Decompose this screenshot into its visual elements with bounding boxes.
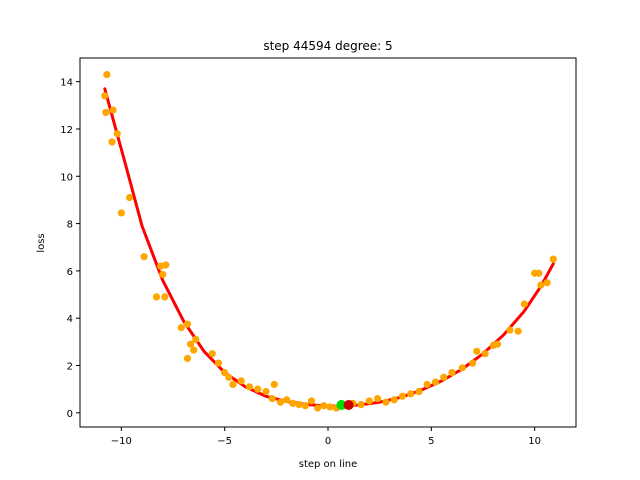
scatter-point-1 [101,92,109,100]
scatter-point-48 [398,392,406,400]
y-tick-label-10: 10 [60,172,73,183]
scatter-point-47 [390,396,398,404]
y-tick-label-0: 0 [67,409,73,420]
scatter-point-44 [365,397,373,405]
scatter-point-60 [493,340,502,348]
y-tick-label-6: 6 [67,267,73,278]
scatter-point-3 [109,106,117,114]
scatter-point-28 [262,387,270,396]
scatter-point-66 [537,281,545,289]
scatter-point-27 [254,385,262,393]
scatter-point-0 [103,70,111,79]
scatter-point-58 [481,350,489,358]
scatter-point-5 [108,138,116,146]
scatter-point-16 [186,340,195,348]
scatter-point-37 [314,404,322,412]
y-tick-label-4: 4 [67,314,73,325]
scatter-point-38 [320,402,328,410]
scatter-point-61 [506,326,514,334]
scatter-point-49 [407,390,415,398]
scatter-point-25 [237,377,245,385]
scatter-point-54 [448,368,456,377]
scatter-point-31 [276,398,285,406]
scatter-point-55 [458,364,466,372]
x-axis-ticks: −10 −5 0 5 10 [111,427,541,447]
scatter-point-29 [268,395,276,403]
scatter-point-63 [520,300,528,308]
x-axis-label: step on line [299,459,358,470]
scatter-point-11 [159,270,167,279]
scatter-point-67 [543,279,551,287]
scatter-point-51 [423,380,431,389]
scatter-layer [101,70,557,412]
scatter-point-36 [307,397,316,405]
scatter-point-17 [190,346,198,354]
scatter-point-57 [473,347,481,355]
scatter-point-45 [374,395,382,403]
marker-layer [336,400,354,411]
scatter-point-65 [535,269,543,277]
scatter-point-14 [177,324,185,332]
marker-current [336,400,347,411]
plot-area [80,58,576,427]
scatter-point-2 [102,108,110,117]
scatter-point-62 [514,327,522,335]
scatter-point-13 [161,293,169,301]
x-tick-label--5: −5 [217,436,232,447]
y-tick-label-14: 14 [60,78,73,89]
scatter-point-52 [431,378,440,386]
x-tick-label-5: 5 [428,436,434,447]
scatter-point-50 [415,387,423,396]
scatter-point-26 [245,383,254,391]
x-tick-label-0: 0 [325,436,331,447]
scatter-point-39 [326,403,334,411]
scatter-point-43 [357,400,365,409]
scatter-point-46 [382,398,390,406]
scatter-point-32 [283,396,291,404]
scatter-point-15 [183,320,192,328]
scatter-point-20 [208,350,216,358]
chart-title: step 44594 degree: 5 [263,39,392,53]
scatter-point-23 [225,373,233,381]
y-tick-label-2: 2 [67,362,73,373]
x-tick-label-10: 10 [528,436,541,447]
scatter-point-34 [295,400,303,409]
y-axis-label: loss [36,233,47,252]
scatter-point-21 [214,359,223,367]
scatter-point-6 [117,209,125,217]
scatter-point-30 [270,380,278,389]
scatter-point-33 [289,399,297,407]
scatter-point-19 [192,335,200,344]
scatter-point-22 [221,368,229,377]
scatter-point-9 [152,293,161,301]
scatter-point-35 [301,402,309,410]
scatter-point-56 [469,359,477,367]
scatter-point-53 [440,373,448,381]
y-axis-ticks: 0 2 4 6 8 10 12 14 [60,78,80,420]
scatter-point-18 [183,354,192,363]
marker-minimum [343,400,354,411]
scatter-point-4 [113,130,121,138]
scatter-point-24 [229,380,237,389]
scatter-point-8 [140,253,148,261]
scatter-point-7 [126,193,134,202]
scatter-point-68 [549,255,557,263]
x-tick-label--10: −10 [111,436,132,447]
scatter-point-12 [162,261,170,269]
y-tick-label-12: 12 [60,125,73,136]
y-tick-label-8: 8 [67,220,73,231]
